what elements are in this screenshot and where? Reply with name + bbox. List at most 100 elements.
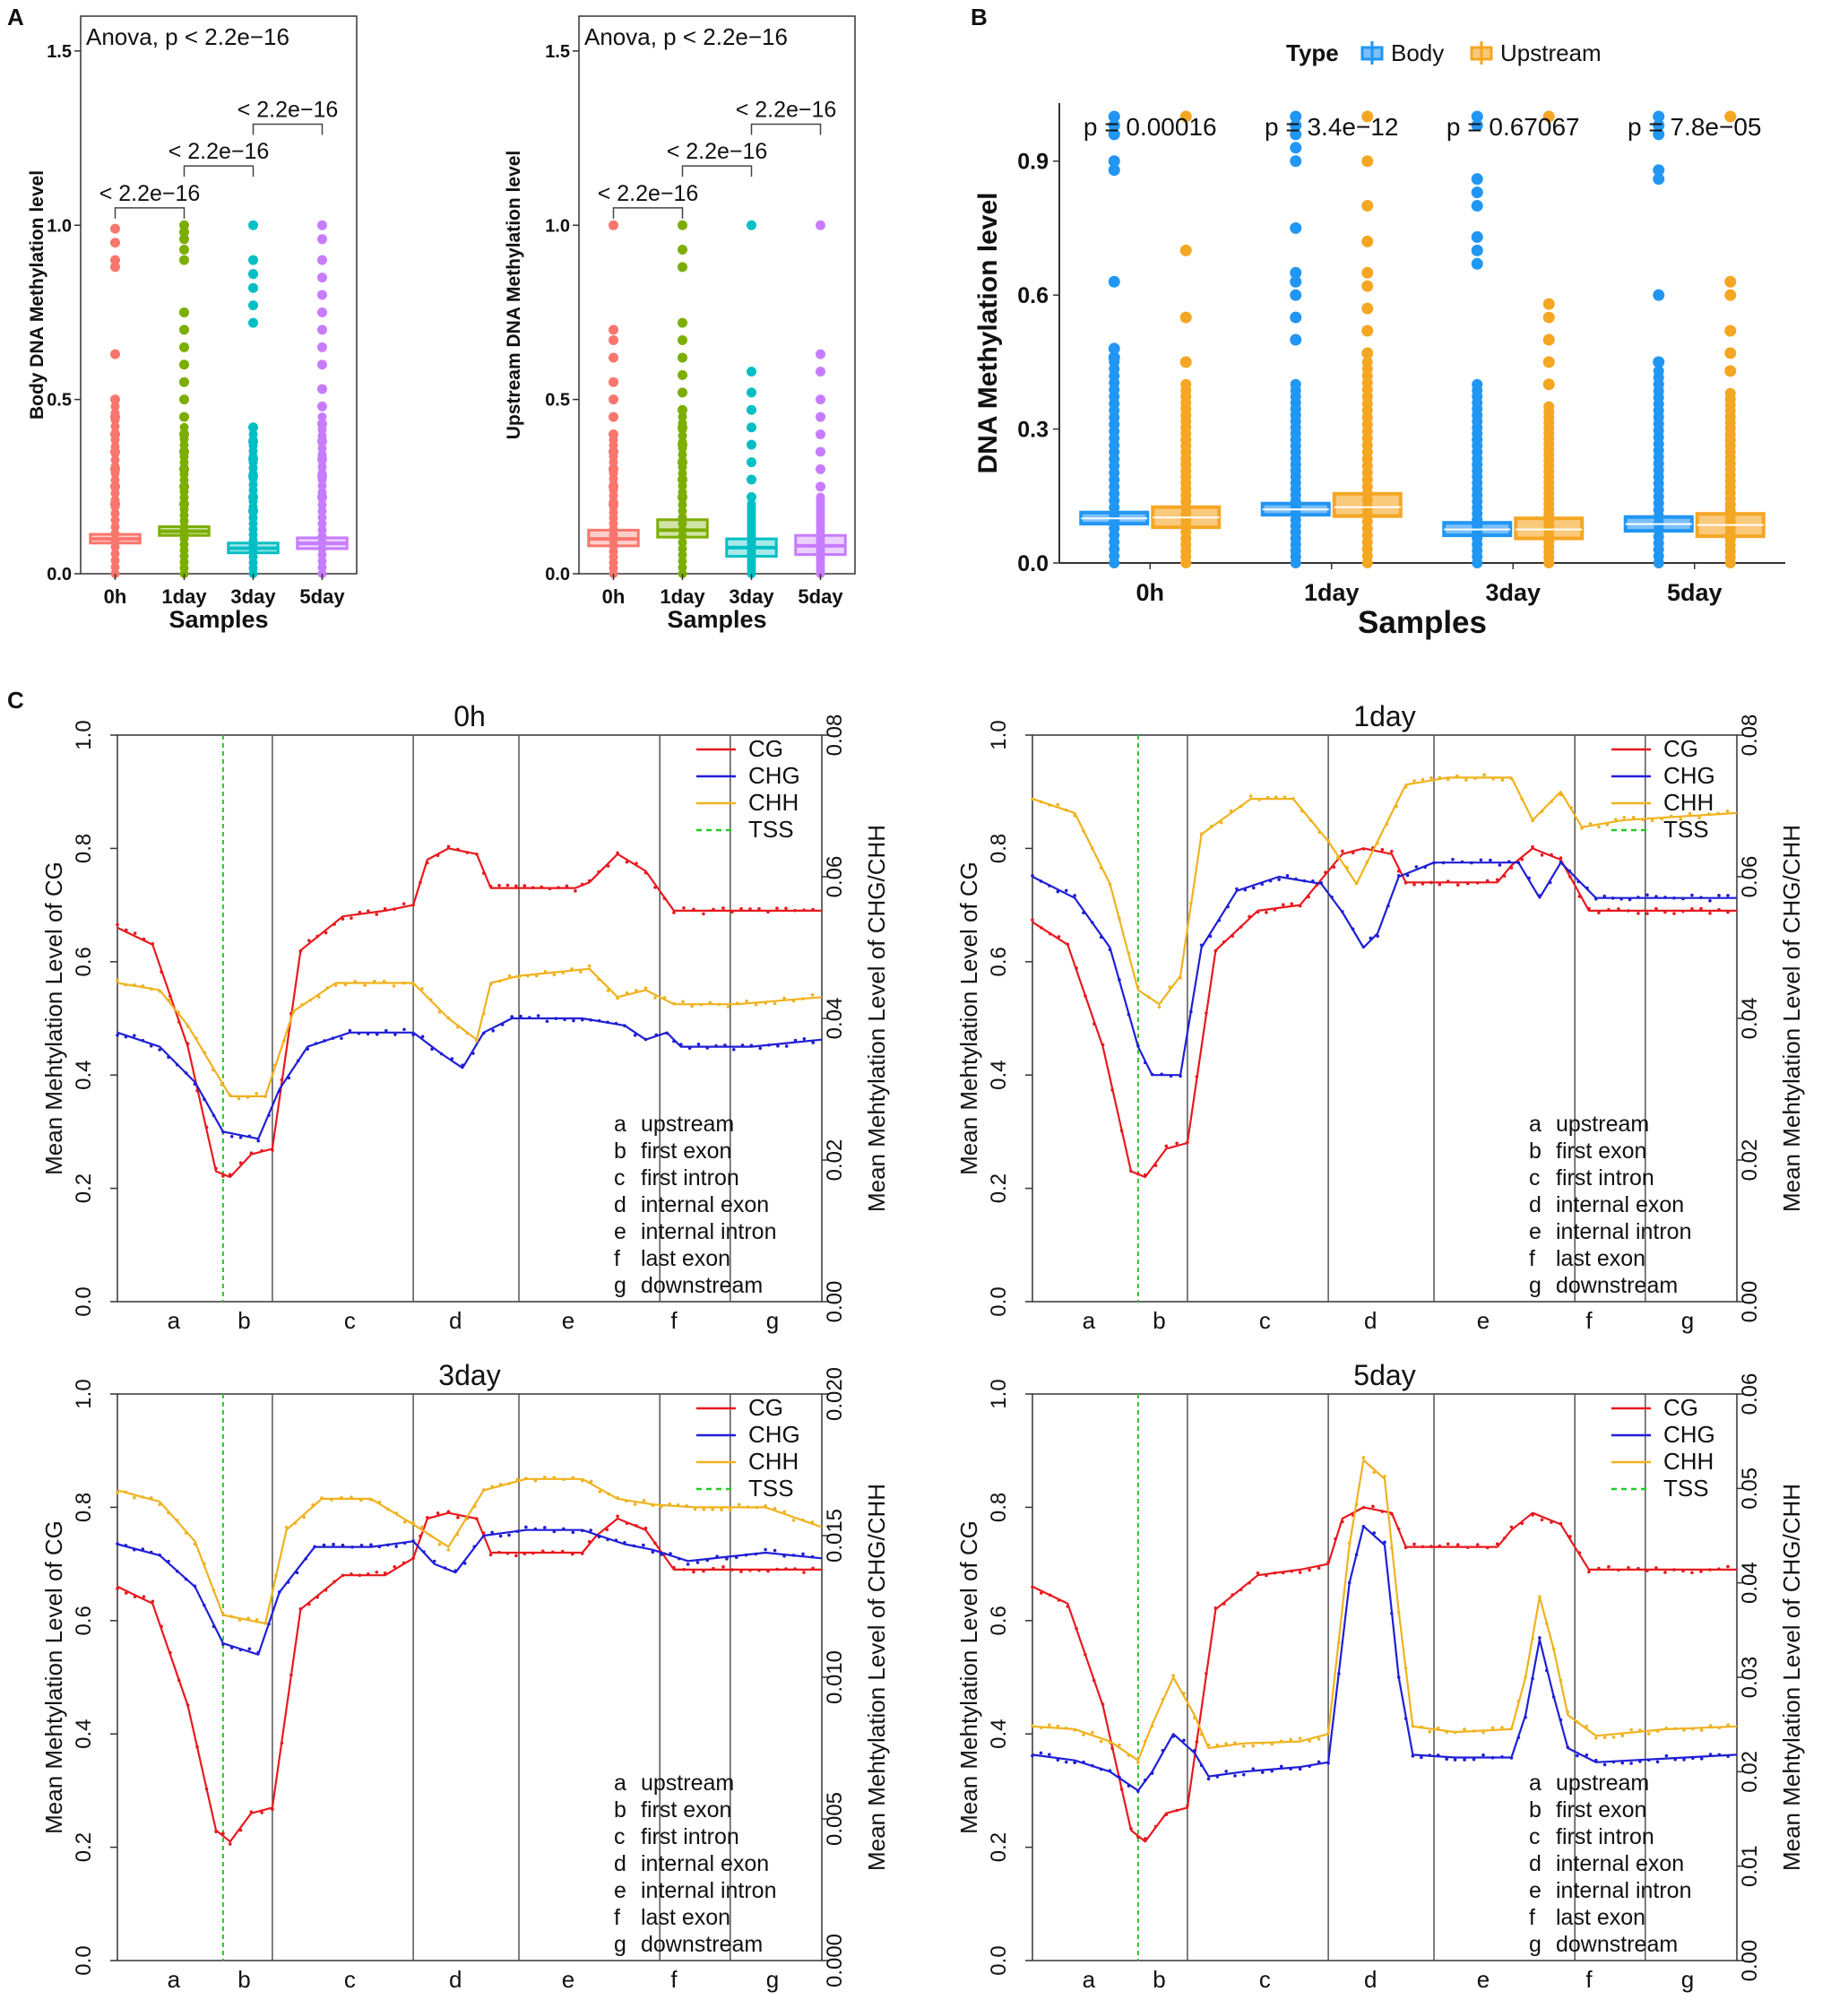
series-dot-chh bbox=[1403, 1666, 1408, 1670]
left-y-tick-label: 0.4 bbox=[72, 1061, 96, 1090]
region-legend-label: last exon bbox=[641, 1905, 730, 1930]
series-dot-chg bbox=[1361, 1524, 1366, 1528]
series-dot-chh bbox=[1544, 1622, 1549, 1626]
series-dot-chg bbox=[784, 1044, 789, 1048]
data-point bbox=[179, 422, 189, 432]
outlier-point bbox=[816, 446, 825, 457]
data-point bbox=[1290, 378, 1301, 390]
series-dot-cg bbox=[1421, 882, 1425, 886]
series-dot-cg bbox=[702, 912, 705, 916]
region-legend-label: last exon bbox=[641, 1246, 730, 1271]
outlier-point bbox=[747, 457, 756, 468]
series-dot-chh bbox=[642, 1499, 646, 1502]
outlier-point bbox=[110, 394, 120, 405]
region-legend-label: downstream bbox=[1556, 1273, 1678, 1298]
outlier-point bbox=[317, 419, 327, 429]
series-dot-chg bbox=[124, 1035, 128, 1039]
p-value-label: p = 0.00016 bbox=[1084, 113, 1217, 141]
series-dot-chg bbox=[1206, 1777, 1211, 1781]
series-dot-cg bbox=[531, 886, 535, 889]
series-dot-chg bbox=[377, 1545, 382, 1549]
bracket-label: < 2.2e−16 bbox=[598, 181, 699, 206]
series-dot-chh bbox=[1354, 881, 1359, 886]
series-dot-chg bbox=[411, 1033, 415, 1037]
series-dot-chh bbox=[764, 1503, 767, 1508]
data-point bbox=[317, 463, 327, 472]
series-dot-cg bbox=[1509, 866, 1514, 870]
legend-label: TSS bbox=[1663, 816, 1709, 843]
left-y-tick-label: 0.0 bbox=[987, 1286, 1011, 1316]
series-dot-chh bbox=[1179, 976, 1182, 980]
series-dot-chh bbox=[1361, 1456, 1366, 1459]
series-dot-cg bbox=[531, 1551, 535, 1555]
left-y-tick-label: 0.2 bbox=[987, 1173, 1011, 1203]
region-legend-label: first exon bbox=[641, 1797, 731, 1823]
y-tick-label: 1.5 bbox=[545, 42, 570, 62]
series-dot-chg bbox=[1039, 879, 1043, 883]
outlier-point bbox=[678, 244, 687, 255]
series-dot-chh bbox=[1143, 1739, 1147, 1744]
outlier-point bbox=[1542, 378, 1555, 391]
series-dot-chg bbox=[1160, 1072, 1163, 1077]
series-dot-cg bbox=[1568, 1535, 1572, 1538]
series-dot-chh bbox=[1317, 1737, 1321, 1741]
series-dot-cg bbox=[1717, 1567, 1721, 1571]
outlier-point bbox=[1290, 275, 1302, 288]
outlier-point bbox=[747, 220, 756, 230]
y-tick-label: 0.0 bbox=[47, 565, 72, 584]
series-dot-chh bbox=[1337, 1641, 1341, 1644]
legend-label: CHH bbox=[748, 1448, 799, 1475]
bracket-label: < 2.2e−16 bbox=[168, 139, 270, 164]
series-dot-chg bbox=[1708, 1753, 1713, 1756]
series-dot-cg bbox=[635, 1524, 638, 1528]
series-dot-cg bbox=[1455, 1543, 1460, 1546]
series-dot-chg bbox=[773, 1548, 777, 1553]
series-dot-cg bbox=[238, 1828, 243, 1832]
legend-key-box bbox=[1360, 46, 1384, 61]
data-point bbox=[678, 506, 687, 516]
series-dot-chh bbox=[1699, 1728, 1704, 1732]
series-dot-cg bbox=[597, 870, 600, 874]
series-dot-cg bbox=[1231, 934, 1235, 938]
right-y-tick-label: 0.010 bbox=[823, 1650, 847, 1704]
series-dot-chg bbox=[1663, 896, 1667, 899]
series-dot-chg bbox=[1341, 910, 1344, 913]
series-dot-chg bbox=[801, 1552, 805, 1556]
series-dot-chh bbox=[1168, 985, 1172, 989]
legend-key-box bbox=[1470, 46, 1493, 61]
series-dot-cg bbox=[426, 1516, 429, 1519]
series-dot-cg bbox=[672, 911, 676, 914]
series-dot-chg bbox=[1252, 886, 1256, 890]
series-dot-chg bbox=[705, 1558, 710, 1563]
series-dot-chh bbox=[124, 1490, 128, 1494]
region-x-label: d bbox=[1364, 1966, 1377, 1993]
series-dot-chh bbox=[229, 1615, 234, 1618]
series-dot-chh bbox=[428, 998, 433, 1002]
outlier-point bbox=[678, 369, 687, 380]
series-dot-chh bbox=[597, 977, 600, 982]
series-dot-cg bbox=[1403, 880, 1408, 885]
region-legend-label: upstream bbox=[641, 1771, 734, 1796]
y-tick-label: 0.5 bbox=[47, 391, 72, 411]
series-line-chg bbox=[117, 1017, 823, 1140]
outlier-point bbox=[1471, 110, 1483, 123]
outlier-point bbox=[1653, 289, 1665, 301]
series-dot-chh bbox=[1650, 818, 1654, 823]
region-legend-label: upstream bbox=[1556, 1771, 1649, 1796]
series-dot-cg bbox=[1332, 865, 1336, 870]
series-dot-cg bbox=[721, 1565, 725, 1569]
series-dot-chg bbox=[1524, 1715, 1527, 1719]
series-dot-cg bbox=[1195, 1740, 1199, 1744]
series-dot-chh bbox=[369, 1498, 373, 1502]
series-dot-chg bbox=[1215, 1775, 1220, 1779]
outlier-point bbox=[609, 325, 618, 335]
outlier-point bbox=[248, 491, 258, 502]
series-dot-cg bbox=[1403, 1545, 1408, 1550]
data-point bbox=[678, 412, 687, 422]
series-dot-chh bbox=[373, 979, 376, 983]
series-dot-chh bbox=[1551, 1647, 1556, 1651]
series-dot-chh bbox=[1620, 1734, 1625, 1738]
series-dot-chh bbox=[746, 1505, 750, 1509]
series-dot-chg bbox=[420, 1035, 425, 1039]
series-dot-chh bbox=[116, 978, 119, 983]
